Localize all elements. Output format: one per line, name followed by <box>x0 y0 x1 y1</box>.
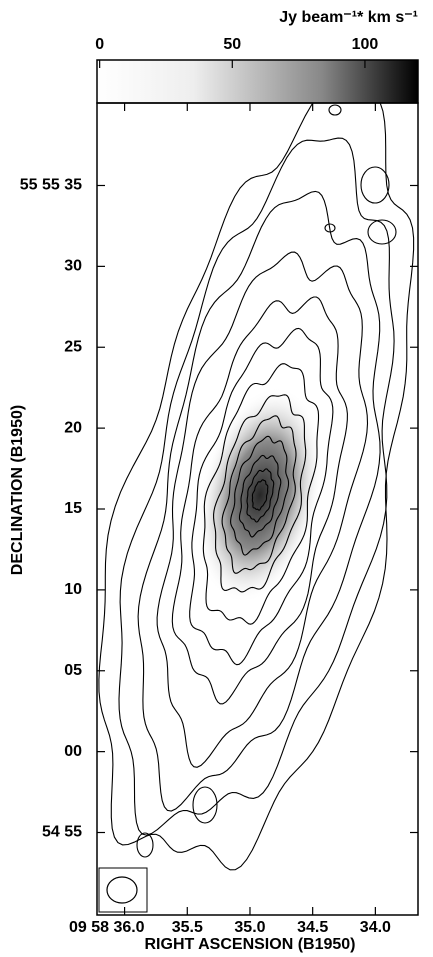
y-tick-label: 30 <box>64 258 82 275</box>
y-tick-label: 20 <box>64 419 82 436</box>
beam-box <box>99 868 147 912</box>
y-tick-label: 00 <box>64 743 82 760</box>
colorbar-tick-label: 100 <box>352 36 379 53</box>
contour-map <box>99 86 414 870</box>
y-tick-label: 54 55 <box>42 824 82 841</box>
colorbar <box>97 60 418 103</box>
y-tick-label: 55 55 35 <box>20 177 82 194</box>
x-axis-label: RIGHT ASCENSION (B1950) <box>145 936 356 953</box>
chart: Jy beam⁻¹* km s⁻¹ RIGHT ASCENSION (B1950… <box>0 0 433 957</box>
y-tick-label: 05 <box>64 662 82 679</box>
colorbar-tick-label: 50 <box>223 36 241 53</box>
y-tick-label: 25 <box>64 338 82 355</box>
x-tick-label: 34.0 <box>360 919 391 936</box>
x-tick-label: 34.5 <box>297 919 328 936</box>
contour-island <box>329 105 341 115</box>
colorbar-tick-label: 0 <box>95 36 104 53</box>
contour-island <box>361 167 389 203</box>
y-tick-label: 10 <box>64 581 82 598</box>
colorbar-label: Jy beam⁻¹* km s⁻¹ <box>279 9 418 26</box>
y-tick-label: 15 <box>64 500 82 517</box>
x-tick-label: 09 58 36.0 <box>69 919 145 936</box>
x-tick-label: 35.5 <box>172 919 203 936</box>
y-axis-label: DECLINATION (B1950) <box>9 405 26 575</box>
beam <box>107 877 137 903</box>
contour-island <box>193 787 217 823</box>
x-tick-label: 35.0 <box>234 919 265 936</box>
